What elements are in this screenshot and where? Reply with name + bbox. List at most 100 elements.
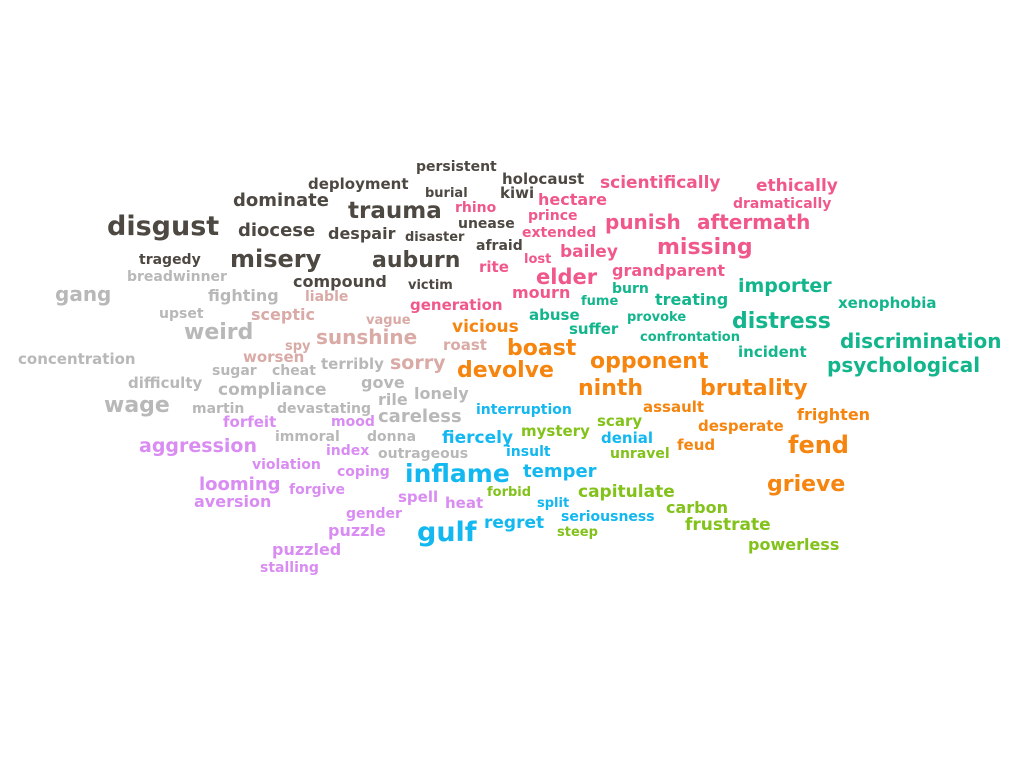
word-unease: unease	[458, 216, 515, 232]
word-difficulty: difficulty	[128, 374, 203, 392]
word-aftermath: aftermath	[697, 210, 811, 234]
word-insult: insult	[506, 444, 551, 460]
word-coping: coping	[337, 464, 390, 480]
word-split: split	[537, 496, 570, 511]
word-kiwi: kiwi	[500, 184, 535, 202]
word-vague: vague	[366, 313, 411, 328]
word-devolve: devolve	[457, 358, 554, 383]
word-punish: punish	[605, 210, 681, 234]
word-wage: wage	[104, 393, 170, 418]
word-opponent: opponent	[590, 349, 709, 374]
word-disgust: disgust	[107, 211, 220, 242]
word-diocese: diocese	[238, 220, 316, 241]
word-brutality: brutality	[700, 376, 808, 401]
word-lonely: lonely	[414, 384, 469, 403]
word-ninth: ninth	[578, 376, 644, 401]
word-incident: incident	[738, 343, 807, 361]
word-puzzled: puzzled	[272, 540, 342, 559]
word-spy: spy	[285, 339, 311, 354]
word-aversion: aversion	[194, 492, 272, 511]
word-inflame: inflame	[405, 459, 510, 488]
word-boast: boast	[507, 336, 577, 361]
word-immoral: immoral	[275, 429, 340, 445]
word-looming: looming	[199, 474, 281, 495]
word-temper: temper	[523, 461, 597, 482]
word-misery: misery	[230, 245, 322, 273]
word-denial: denial	[601, 429, 653, 447]
word-importer: importer	[738, 275, 832, 297]
word-burn: burn	[612, 281, 649, 297]
word-gender: gender	[346, 506, 402, 522]
word-sceptic: sceptic	[251, 305, 315, 324]
word-assault: assault	[643, 398, 705, 416]
word-cheat: cheat	[272, 363, 316, 379]
word-outrageous: outrageous	[378, 446, 469, 462]
word-terribly: terribly	[321, 355, 384, 373]
word-carbon: carbon	[666, 498, 729, 517]
word-breadwinner: breadwinner	[127, 269, 227, 285]
word-seriousness: seriousness	[561, 509, 655, 525]
word-treating: treating	[655, 290, 729, 309]
word-concentration: concentration	[18, 350, 136, 368]
word-xenophobia: xenophobia	[838, 294, 937, 312]
word-worsen: worsen	[243, 348, 305, 366]
word-trauma: trauma	[348, 198, 442, 224]
word-ethically: ethically	[756, 176, 838, 196]
word-forfeit: forfeit	[223, 413, 277, 431]
word-fiercely: fiercely	[442, 428, 514, 448]
word-rile: rile	[378, 390, 408, 409]
word-martin: martin	[192, 401, 245, 417]
word-forgive: forgive	[289, 482, 346, 498]
word-despair: despair	[328, 224, 396, 243]
word-hectare: hectare	[538, 190, 607, 209]
word-scary: scary	[597, 412, 643, 430]
word-aggression: aggression	[139, 435, 257, 457]
word-burial: burial	[425, 186, 468, 201]
word-grieve: grieve	[767, 472, 846, 497]
word-interruption: interruption	[476, 402, 572, 418]
word-afraid: afraid	[476, 238, 523, 254]
word-scientifically: scientifically	[600, 173, 721, 193]
word-rhino: rhino	[455, 200, 497, 216]
word-careless: careless	[378, 406, 462, 427]
word-frustrate: frustrate	[685, 515, 771, 535]
word-devastating: devastating	[277, 401, 372, 417]
word-roast: roast	[443, 336, 487, 354]
word-regret: regret	[484, 513, 545, 533]
word-discrimination: discrimination	[840, 329, 1002, 353]
word-puzzle: puzzle	[328, 521, 386, 540]
word-powerless: powerless	[748, 535, 840, 554]
word-persistent: persistent	[416, 159, 497, 175]
word-lost: lost	[524, 252, 552, 267]
word-victim: victim	[408, 278, 453, 293]
word-fighting: fighting	[208, 286, 279, 305]
word-missing: missing	[657, 235, 753, 260]
word-unravel: unravel	[610, 446, 670, 462]
word-fend: fend	[788, 431, 849, 459]
word-mood: mood	[331, 414, 375, 430]
word-donna: donna	[367, 429, 417, 445]
word-mystery: mystery	[521, 422, 590, 440]
word-fume: fume	[581, 294, 619, 309]
word-upset: upset	[159, 306, 204, 322]
word-holocaust: holocaust	[502, 170, 585, 188]
word-spell: spell	[398, 488, 439, 506]
word-prince: prince	[528, 208, 578, 224]
word-heat: heat	[445, 494, 484, 512]
word-steep: steep	[557, 525, 598, 540]
word-mourn: mourn	[512, 283, 571, 302]
word-feud: feud	[677, 436, 716, 454]
word-desperate: desperate	[698, 417, 784, 435]
word-vicious: vicious	[452, 317, 519, 337]
word-gang: gang	[55, 282, 112, 306]
word-elder: elder	[536, 265, 598, 289]
word-weird: weird	[184, 320, 254, 345]
word-tragedy: tragedy	[139, 252, 201, 268]
word-index: index	[326, 443, 370, 459]
word-forbid: forbid	[487, 485, 532, 500]
word-gulf: gulf	[417, 517, 477, 548]
word-sorry: sorry	[390, 352, 446, 374]
word-bailey: bailey	[560, 242, 618, 262]
word-stalling: stalling	[260, 560, 319, 576]
